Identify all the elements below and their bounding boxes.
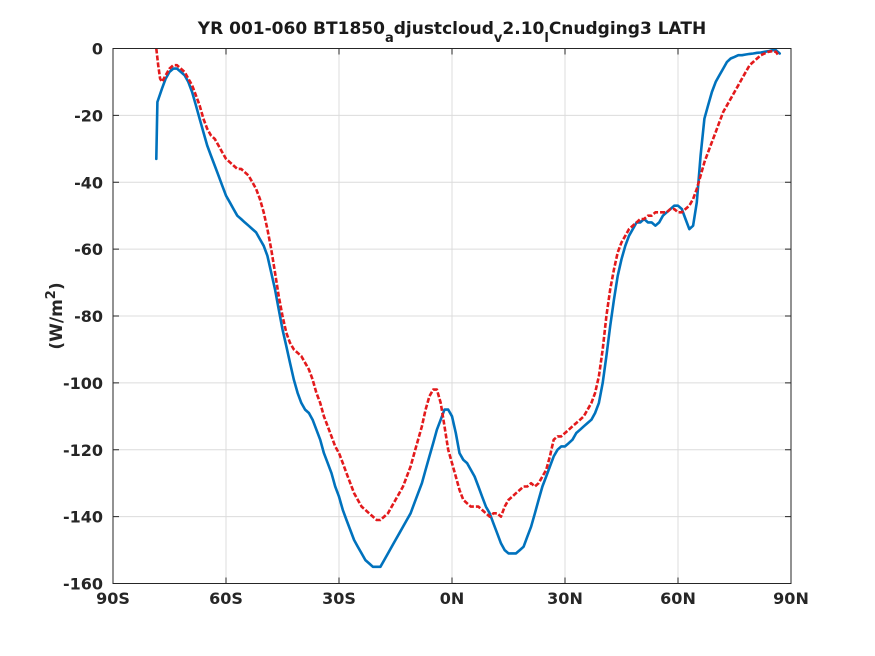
- y-tick-label: -60: [74, 240, 103, 259]
- x-axis: 90S 60S 30S 0N 30N 60N 90N: [96, 48, 809, 608]
- title-part: djustcloud: [394, 19, 494, 39]
- x-tick-label: 60S: [209, 589, 243, 608]
- x-tick-label: 90S: [96, 589, 130, 608]
- title-part: l: [544, 31, 548, 46]
- series-line-1: [155, 48, 781, 569]
- title-part: YR 001-060 BT1850: [197, 19, 385, 39]
- grid: [112, 48, 792, 584]
- y-tick-label: -140: [63, 508, 103, 527]
- x-tick-label: 60N: [660, 589, 696, 608]
- title-part: 2.10: [502, 19, 544, 39]
- y-axis: 0 -20 -40 -60 -80 -100 -120 -140 -160: [63, 40, 791, 594]
- y-tick-label: -120: [63, 441, 103, 460]
- y-tick-label: -80: [74, 307, 103, 326]
- x-tick-label: 30N: [547, 589, 583, 608]
- ylabel-superscript: 2: [44, 290, 59, 299]
- x-tick-label: 0N: [440, 589, 465, 608]
- plot-lines: [155, 48, 781, 569]
- y-tick-label: -100: [63, 374, 103, 393]
- ylabel-suffix: ): [47, 282, 67, 290]
- chart-title: YR 001-060 BT1850adjustcloudv2.10lCnudgi…: [197, 19, 706, 46]
- ylabel-prefix: (W/m: [47, 299, 67, 349]
- title-part: Cnudging3 LATH: [549, 19, 706, 39]
- title-part: v: [494, 31, 503, 46]
- y-tick-label: -40: [74, 173, 103, 192]
- y-axis-label: (W/m2): [44, 282, 68, 349]
- title-part: a: [385, 31, 394, 46]
- y-tick-label: 0: [92, 40, 103, 59]
- y-tick-label: -20: [74, 106, 103, 125]
- x-tick-label: 90N: [773, 589, 809, 608]
- x-tick-label: 30S: [322, 589, 356, 608]
- series-line-2: [155, 48, 779, 522]
- y-tick-label: -160: [63, 575, 103, 594]
